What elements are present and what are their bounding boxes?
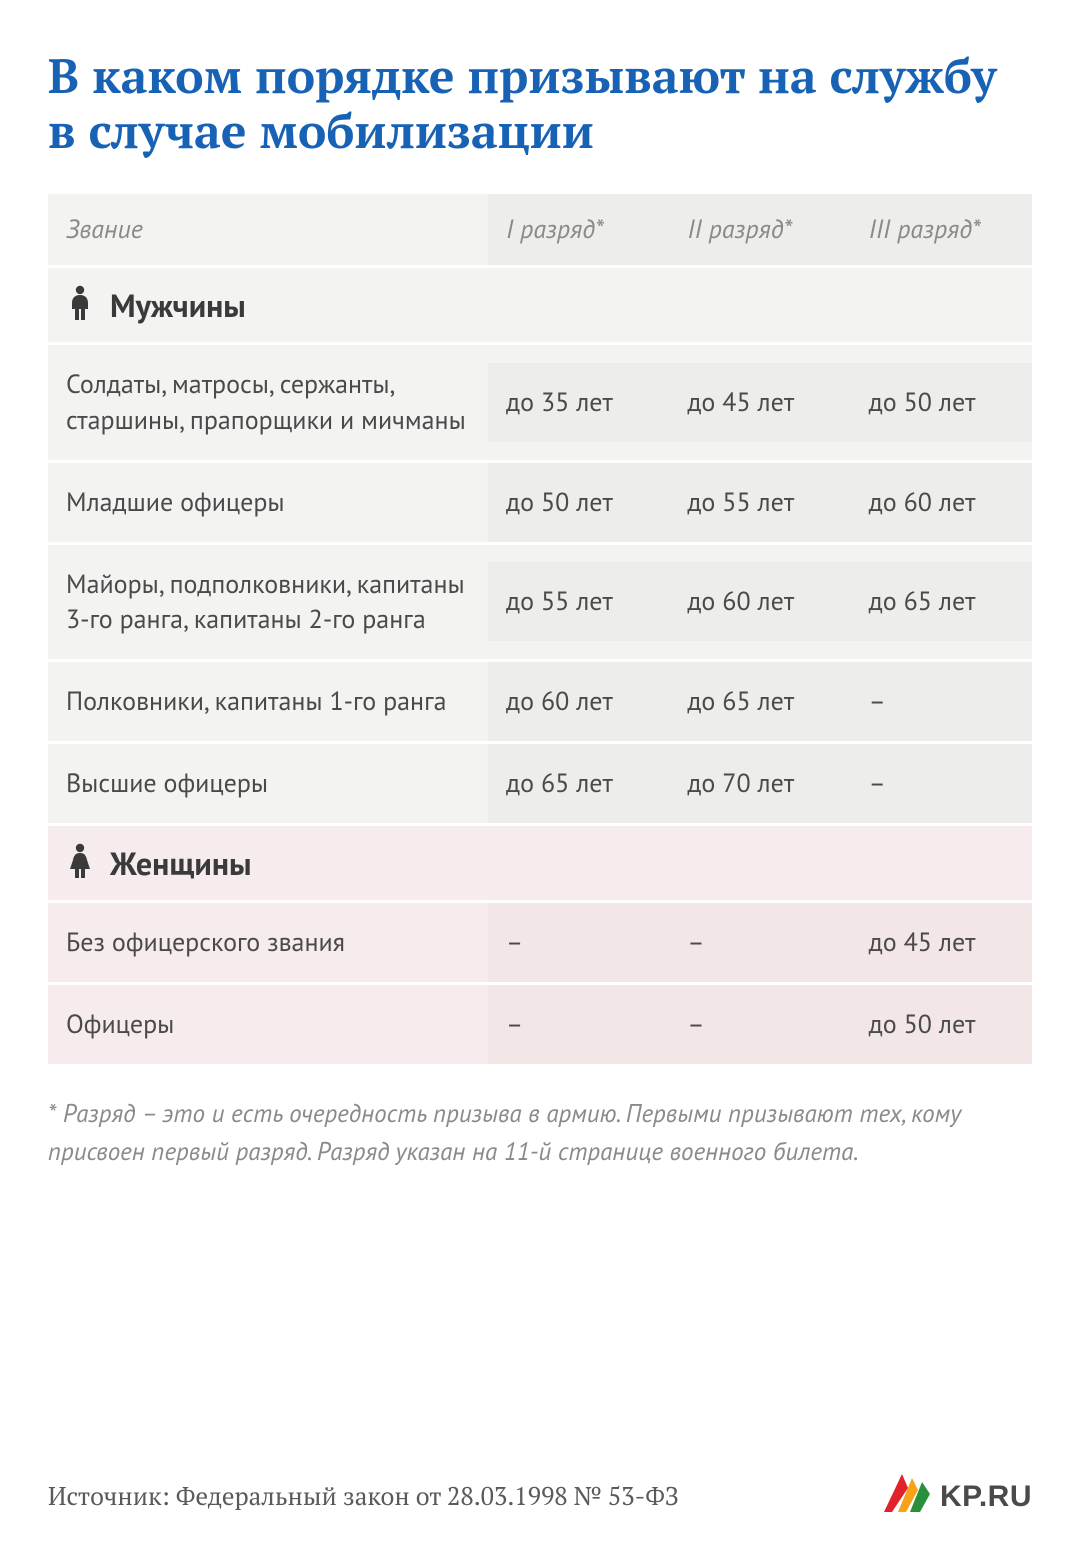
kp-star-icon [884, 1472, 930, 1521]
section-label-women: Женщины [110, 842, 252, 884]
kp-logo: KP.RU [884, 1472, 1032, 1521]
women-rows: Без офицерского звания––до 45 летОфицеры… [48, 903, 1032, 1067]
cell-c3: – [851, 744, 1032, 823]
col-header-1: I разряд* [488, 194, 669, 265]
table-row: Майоры, подполковники, капитаны 3-го ран… [48, 545, 1032, 662]
cell-c1: до 35 лет [488, 363, 669, 442]
kp-logo-text: KP.RU [940, 1480, 1032, 1514]
cell-c3: до 60 лет [851, 463, 1032, 542]
bottom-bar: Источник: Федеральный закон от 28.03.199… [48, 1472, 1032, 1521]
section-header-men: Мужчины [48, 268, 1032, 345]
cell-c2: – [669, 985, 850, 1064]
table-row: Офицеры––до 50 лет [48, 985, 1032, 1067]
cell-rank: Офицеры [48, 985, 488, 1064]
cell-c1: до 55 лет [488, 562, 669, 641]
cell-c2: до 55 лет [669, 463, 850, 542]
cell-rank: Полковники, капитаны 1-го ранга [48, 662, 488, 741]
table-header-row: Звание I разряд* II разряд* III разряд* [48, 194, 1032, 268]
table-row: Младшие офицерыдо 50 летдо 55 летдо 60 л… [48, 463, 1032, 545]
cell-c2: до 70 лет [669, 744, 850, 823]
cell-c3: до 45 лет [851, 903, 1032, 982]
cell-rank: Майоры, подполковники, капитаны 3-го ран… [48, 545, 488, 659]
table-row: Высшие офицерыдо 65 летдо 70 лет– [48, 744, 1032, 826]
person-female-icon [66, 843, 94, 884]
cell-c1: до 60 лет [488, 662, 669, 741]
col-header-2: II разряд* [669, 194, 850, 265]
cell-c2: до 65 лет [669, 662, 850, 741]
cell-c1: – [488, 985, 669, 1064]
cell-c1: – [488, 903, 669, 982]
cell-c1: до 65 лет [488, 744, 669, 823]
person-male-icon [66, 285, 94, 326]
table-row: Без офицерского звания––до 45 лет [48, 903, 1032, 985]
cell-c3: – [851, 662, 1032, 741]
cell-rank: Солдаты, матросы, сержанты, старшины, пр… [48, 345, 488, 459]
cell-c2: – [669, 903, 850, 982]
section-label-men: Мужчины [110, 284, 246, 326]
col-header-rank: Звание [48, 194, 488, 265]
table-row: Полковники, капитаны 1-го рангадо 60 лет… [48, 662, 1032, 744]
table-row: Солдаты, матросы, сержанты, старшины, пр… [48, 345, 1032, 462]
cell-c3: до 65 лет [851, 562, 1032, 641]
cell-c3: до 50 лет [851, 363, 1032, 442]
cell-rank: Без офицерского звания [48, 903, 488, 982]
cell-c2: до 45 лет [669, 363, 850, 442]
page-title: В каком порядке призывают на службу в сл… [48, 48, 1032, 158]
source-text: Источник: Федеральный закон от 28.03.199… [48, 1480, 679, 1513]
men-rows: Солдаты, матросы, сержанты, старшины, пр… [48, 345, 1032, 826]
section-header-women: Женщины [48, 826, 1032, 903]
cell-c1: до 50 лет [488, 463, 669, 542]
cell-rank: Младшие офицеры [48, 463, 488, 542]
cell-c2: до 60 лет [669, 562, 850, 641]
cell-c3: до 50 лет [851, 985, 1032, 1064]
footnote: * Разряд – это и есть очередность призыв… [48, 1095, 1032, 1170]
mobilization-table: Звание I разряд* II разряд* III разряд* … [48, 194, 1032, 1067]
col-header-3: III разряд* [851, 194, 1032, 265]
cell-rank: Высшие офицеры [48, 744, 488, 823]
